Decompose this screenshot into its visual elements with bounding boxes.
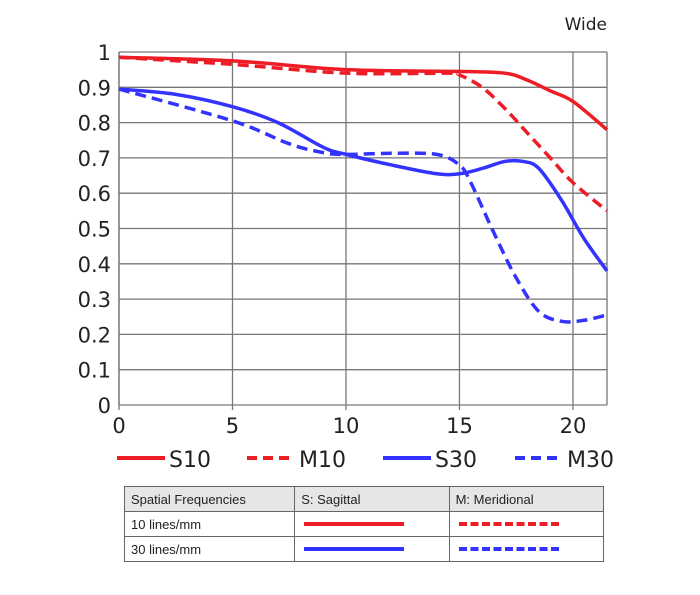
legend-label-m10: M10: [299, 448, 346, 473]
legend-label-m30: M30: [567, 448, 614, 473]
dashed-line-sample: [458, 522, 559, 526]
legend-label-s10: S10: [169, 448, 211, 473]
y-tick-label: 0.6: [78, 182, 111, 206]
table-row: 30 lines/mm: [123, 536, 605, 562]
series-line-s10: [118, 55, 609, 132]
header-meridional: M: Meridional: [448, 486, 605, 512]
y-tick-label: 0.5: [78, 218, 111, 242]
x-tick-label: 20: [560, 414, 587, 438]
mtf-chart: Wide 00.10.20.30.40.50.60.70.80.910 5 10 15…: [78, 15, 614, 473]
y-tick-label: 0.9: [78, 76, 111, 100]
y-tick-label: 0.4: [78, 253, 111, 277]
y-tick-label: 0.7: [78, 147, 111, 171]
y-tick-label: 0.2: [78, 323, 111, 347]
row-label: 30 lines/mm: [123, 536, 296, 562]
y-tick-label: 1: [98, 41, 111, 65]
legend-label-s30: S30: [435, 448, 477, 473]
y-tick-label: 0.1: [78, 359, 111, 383]
header-spatial-frequencies: Spatial Frequencies: [123, 486, 296, 512]
dashed-line-sample: [458, 547, 559, 551]
x-tick-label: 0: [112, 414, 125, 438]
solid-line-sample: [304, 547, 405, 551]
y-tick-label: 0: [98, 394, 111, 418]
table-row: 10 lines/mm: [123, 511, 605, 537]
header-sagittal: S: Sagittal: [294, 486, 450, 512]
chart-title: Wide: [565, 15, 607, 35]
x-tick-label: 15: [446, 414, 473, 438]
series-line-m10: [118, 55, 609, 213]
x-tick-label: 10: [333, 414, 360, 438]
series-line-m30: [118, 87, 608, 324]
row-label: 10 lines/mm: [123, 511, 296, 537]
solid-line-sample: [304, 522, 405, 526]
y-tick-label: 0.3: [78, 288, 111, 312]
legend-table: Spatial Frequencies S: Sagittal M: Merid…: [123, 486, 605, 562]
y-tick-label: 0.8: [78, 112, 111, 136]
series-line-s30: [118, 87, 609, 272]
x-tick-label: 5: [226, 414, 239, 438]
